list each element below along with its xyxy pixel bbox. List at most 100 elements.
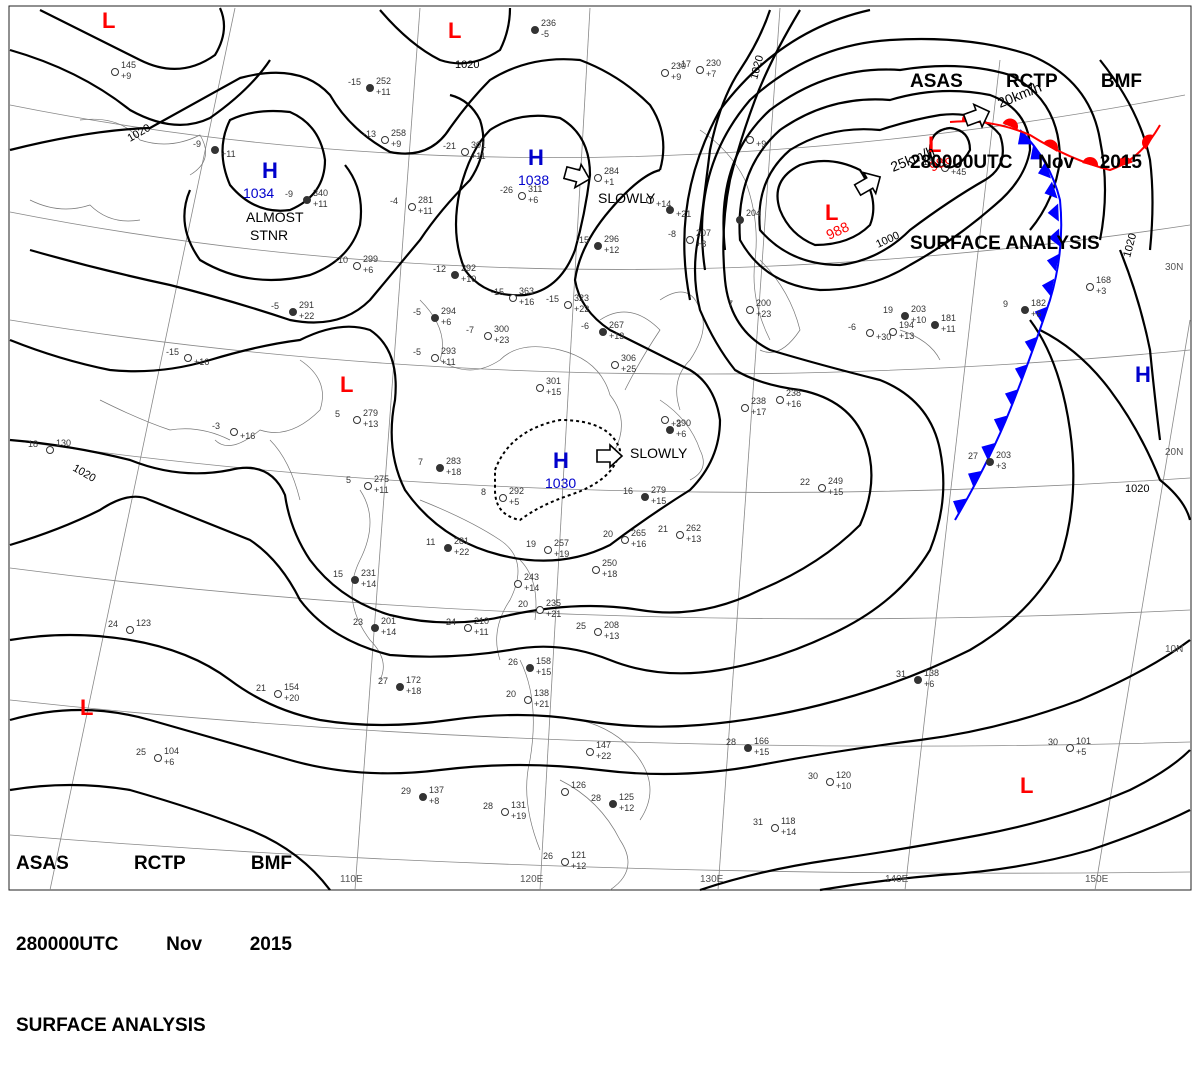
station-temperature: 14 — [923, 157, 933, 167]
station-tendency: +15 — [536, 667, 551, 677]
station-circle — [609, 800, 617, 808]
station-tendency: +15 — [754, 747, 769, 757]
station-circle — [351, 576, 359, 584]
station-pressure: 137 — [429, 785, 444, 795]
station-pressure: 118 — [781, 816, 795, 826]
cold-front-triangle — [1044, 181, 1058, 199]
station-plot: 7 200+23 — [728, 298, 771, 319]
station-pressure: 145 — [121, 60, 136, 70]
station-plot: +9 — [746, 136, 766, 149]
station-plot: 19 203+10 — [883, 304, 926, 325]
station-plot: 238+16 — [776, 388, 801, 409]
station-circle — [536, 384, 544, 392]
lon-label: 120E — [520, 874, 544, 885]
station-plot: -15 +16 — [166, 347, 209, 367]
station-temperature: -9 — [193, 139, 201, 149]
station-pressure: 138 — [534, 688, 549, 698]
station-tendency: +5 — [509, 497, 519, 507]
header-region: ASAS — [16, 853, 69, 874]
station-plot: 250+18 — [592, 558, 617, 579]
station-circle — [364, 482, 372, 490]
station-circle — [586, 748, 594, 756]
station-circle — [1086, 283, 1094, 291]
station-temperature: 24 — [446, 617, 456, 627]
header-month: Nov — [1038, 152, 1075, 173]
station-pressure: 252 — [376, 76, 391, 86]
station-pressure: 267 — [609, 320, 624, 330]
station-plot: 5 275+11 — [346, 474, 389, 495]
station-circle — [666, 206, 674, 214]
station-circle — [451, 271, 459, 279]
station-circle — [518, 192, 526, 200]
header-month: Nov — [166, 934, 203, 955]
station-circle — [536, 606, 544, 614]
station-tendency: -5 — [541, 29, 549, 39]
station-plot: -15 252+11 — [348, 76, 391, 97]
station-plot: 16 279+15 — [623, 485, 666, 506]
station-pressure: 300 — [494, 324, 509, 334]
station-plot: 15 231+14 — [333, 568, 376, 589]
station-circle — [371, 624, 379, 632]
cold-front-triangle — [1017, 130, 1033, 145]
low-center-symbol: L — [80, 695, 93, 720]
station-plot: 26 121+12 — [543, 850, 586, 871]
station-pressure: 257 — [554, 538, 569, 548]
station-circle — [901, 312, 909, 320]
high-center-value: 1034 — [243, 185, 274, 201]
station-plot: 26 158+15 — [508, 656, 551, 677]
station-plot: -6 +30 — [848, 322, 891, 342]
header-year: 2015 — [1099, 152, 1142, 173]
movement-arrows — [562, 102, 991, 469]
header-line-3: SURFACE ANALYSIS — [16, 1012, 292, 1039]
station-tendency: +19 — [554, 549, 569, 559]
station-tendency: +3 — [671, 419, 681, 429]
station-tendency: +1 — [604, 177, 614, 187]
station-temperature: 31 — [753, 817, 763, 827]
low-center-symbol: L — [825, 200, 838, 225]
station-pressure: 147 — [596, 740, 611, 750]
warm-front-semicircle — [1002, 118, 1018, 130]
station-plot: 194+13 — [889, 320, 914, 341]
cold-front-triangle — [1046, 253, 1060, 272]
header-line-2: 280000UTC Nov 2015 — [910, 149, 1142, 176]
station-tendency: +13 — [609, 331, 624, 341]
movement-arrow — [962, 102, 991, 130]
station-circle — [1021, 306, 1029, 314]
station-circle — [499, 494, 507, 502]
station-circle — [46, 446, 54, 454]
station-temperature: -17 — [678, 59, 691, 69]
station-tendency: +6 — [676, 429, 686, 439]
station-circle — [561, 788, 569, 796]
station-temperature: -12 — [433, 264, 446, 274]
station-pressure: 130 — [56, 438, 71, 448]
station-tendency: +6 — [441, 317, 451, 327]
station-plot: 28 131+19 — [483, 800, 526, 821]
station-tendency: +7 — [706, 69, 716, 79]
station-pressure: 231 — [361, 568, 376, 578]
station-pressure: 243 — [524, 572, 539, 582]
station-temperature: 18 — [28, 439, 38, 449]
station-plot: 29 137+8 — [401, 785, 444, 806]
station-pressure: 238 — [786, 388, 801, 398]
lat-label: 30N — [1165, 262, 1183, 273]
station-pressure: 207 — [696, 228, 711, 238]
header-line-2: 280000UTC Nov 2015 — [16, 931, 292, 958]
station-circle — [436, 464, 444, 472]
high-center-value: 1030 — [545, 475, 576, 491]
station-plot: -10 299+6 — [335, 254, 378, 275]
station-circle — [274, 690, 282, 698]
header-top: ASAS RCTP BMF 280000UTC Nov 2015 SURFACE… — [910, 14, 1142, 284]
station-tendency: +15 — [828, 487, 843, 497]
station-pressure: 281 — [418, 195, 433, 205]
station-tendency: +22 — [596, 751, 611, 761]
header-year: 2015 — [249, 934, 292, 955]
station-temperature: 25 — [576, 621, 586, 631]
station-circle — [230, 428, 238, 436]
station-circle — [866, 329, 874, 337]
warm-front-semicircle — [1043, 139, 1058, 152]
station-tendency: +16 — [194, 357, 209, 367]
station-plot: -4 281+11 — [390, 195, 433, 216]
station-pressure: 125 — [619, 792, 634, 802]
header-code: BMF — [1100, 71, 1142, 92]
station-circle — [184, 354, 192, 362]
